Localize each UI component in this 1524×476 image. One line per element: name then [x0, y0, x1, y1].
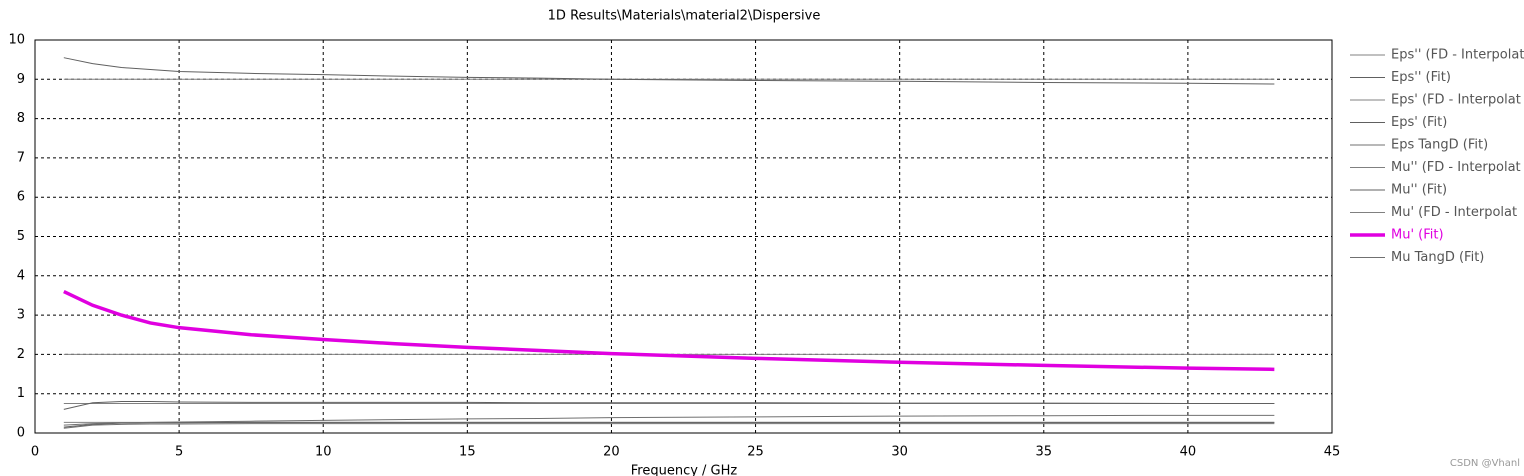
plot-frame	[34, 39, 1333, 434]
y-tick-label: 10	[8, 33, 25, 48]
legend-label: Mu' (FD - Interpolat	[1391, 205, 1517, 220]
x-tick-label: 0	[31, 445, 39, 460]
y-tick-label: 6	[17, 190, 25, 205]
legend-label: Eps TangD (Fit)	[1391, 138, 1488, 153]
legend-label: Mu TangD (Fit)	[1391, 250, 1484, 265]
x-tick-label: 20	[603, 445, 620, 460]
legend-label: Eps'' (Fit)	[1391, 70, 1451, 85]
y-tick-label: 9	[17, 72, 25, 87]
legend-label: Mu'' (FD - Interpolat	[1391, 160, 1521, 175]
chart-title: 1D Results\Materials\material2\Dispersiv…	[548, 9, 821, 24]
y-tick-label: 7	[17, 150, 25, 165]
legend-label: Eps' (Fit)	[1391, 115, 1447, 130]
y-tick-label: 1	[17, 386, 25, 401]
series-line	[63, 57, 1275, 85]
series-line	[63, 289, 1275, 372]
x-tick-label: 45	[1324, 445, 1341, 460]
y-tick-label: 2	[17, 347, 25, 362]
y-tick-label: 5	[17, 229, 25, 244]
series-line	[63, 414, 1275, 426]
legend-label: Mu' (Fit)	[1391, 228, 1444, 243]
legend-label: Eps'' (FD - Interpolat	[1391, 48, 1524, 63]
x-tick-label: 10	[315, 445, 332, 460]
x-tick-label: 25	[747, 445, 764, 460]
x-tick-label: 40	[1180, 445, 1197, 460]
y-tick-label: 3	[17, 308, 25, 323]
legend-label: Eps' (FD - Interpolat	[1391, 93, 1521, 108]
x-tick-label: 30	[891, 445, 908, 460]
x-tick-label: 35	[1036, 445, 1053, 460]
x-tick-label: 5	[175, 445, 183, 460]
y-tick-label: 4	[17, 268, 25, 283]
watermark: CSDN @Vhanl	[1450, 458, 1520, 469]
y-tick-label: 8	[17, 111, 25, 126]
series-line	[63, 423, 1275, 429]
x-axis-label: Frequency / GHz	[631, 464, 738, 476]
series-line	[63, 401, 1275, 410]
legend-label: Mu'' (Fit)	[1391, 183, 1447, 198]
y-tick-label: 0	[17, 426, 25, 441]
x-tick-label: 15	[459, 445, 476, 460]
